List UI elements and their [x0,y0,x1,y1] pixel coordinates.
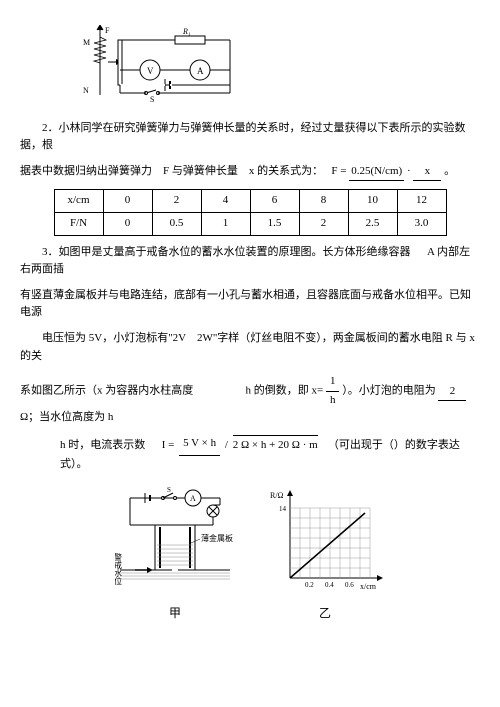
cell-Flabel: F/N [54,212,103,235]
q2-text-line2: 据表中数据归纳出弹簧弹力 F 与弹簧伸长量 x 的关系式为： F = 0.25(… [20,163,480,182]
diagram-jia: S A [115,483,235,623]
caption-yi: 乙 [265,604,385,623]
xtick: 0.4 [325,581,334,589]
q2-data-table: x/cm 0 2 4 6 8 10 12 F/N 0 0.5 1 1.5 2 2… [54,189,447,235]
q2-text-e: F = [331,165,346,177]
cell: 1.5 [250,212,299,235]
diagram-yi: R/Ω 14 x/cm 0.2 0.4 0.6 乙 [265,483,385,623]
y-axis-label: R/Ω [270,491,284,500]
label-R1: R₁ [182,27,191,36]
cell: 1 [201,212,250,235]
frac2-num: 5 V × h [179,435,220,453]
cell: 3.0 [397,212,446,235]
q2-text-d: x 的关系式为： [249,165,323,177]
cell: 2 [299,212,348,235]
q2-dot2: 。 [444,165,455,177]
cell-xlabel: x/cm [54,190,103,213]
frac-num: 1 [326,373,340,392]
label-A: A [197,66,204,76]
label-N: N [83,86,89,95]
cell: 2 [152,190,201,213]
plate-label: 薄金属板 [201,533,233,543]
q3-blank2: 2 [438,383,466,402]
frac2-den: 2 Ω × h + 20 Ω · m [233,435,318,455]
x-axis-label: x/cm [360,582,377,591]
cell: 2.5 [348,212,397,235]
label-F: F [105,26,110,35]
y-max: 14 [279,505,287,513]
label-M: M [83,38,90,47]
q3-line3: 电压恒为 5V，小灯泡标有"2V 2W"字样（灯丝电阻不变），两金属板间的蓄水电… [20,330,480,365]
xtick: 0.2 [305,581,314,589]
cell: 8 [299,190,348,213]
warn-level-label: 警戒水位 [115,552,123,585]
q2-text-c: F 与弹簧伸长量 [163,165,238,177]
q2-blank1: 0.25(N/cm) [349,163,404,182]
table-row: x/cm 0 2 4 6 8 10 12 [54,190,446,213]
caption-jia: 甲 [115,604,235,623]
q2-dot: · [407,165,411,177]
q3-line1: 3．如图甲是丈量高于戒备水位的蓄水水位装置的原理图。长方体形绝缘容器 A 内部左… [20,244,480,279]
label-A2: A [190,494,196,503]
q3-line3a: 电压恒为 5V，小灯泡标有"2V [42,332,186,344]
fraction-1-over-h: 1 h [326,373,340,409]
label-S: S [150,95,154,104]
cell: 10 [348,190,397,213]
q2-text-b: 据表中数据归纳出弹簧弹力 [20,165,152,177]
q3-line4-end: Ω；当水位高度为 h [20,411,113,423]
cell: 0.5 [152,212,201,235]
cell: 0 [103,212,152,235]
q3-line4-after: ）。小灯泡的电阻为 [342,385,436,397]
q3-line5: h 时，电流表示数 I = 5 V × h / 2 Ω × h + 20 Ω ·… [20,435,480,473]
label-S2: S [167,486,171,494]
xtick: 0.6 [345,581,354,589]
q2-var-x: x [413,163,441,182]
cell: 6 [250,190,299,213]
q3-line1-a: 3．如图甲是丈量高于戒备水位的蓄水水位装置的原理图。长方体形绝缘容器 [42,246,411,258]
q3-line5b: I = [162,439,175,451]
q3-line5a: h 时，电流表示数 [60,439,145,451]
frac-den: h [326,392,340,410]
label-V: V [147,66,154,76]
q3-line2: 有竖直薄金属板并与电路连结，底部有一小孔与蓄水相通，且容器底面与戒备水位相平。已… [20,287,480,322]
cell: 0 [103,190,152,213]
table-row: F/N 0 0.5 1 1.5 2 2.5 3.0 [54,212,446,235]
fraction-current: 5 V × h [179,435,220,456]
q3-line4-left: 系如图乙所示（x 为容器内水柱高度 [20,385,193,397]
q3-line4-mid: h 的倒数，即 x= [246,385,324,397]
cell: 12 [397,190,446,213]
q2-circuit-diagram: M N F R₁ A V [80,25,480,112]
q3-line4: 系如图乙所示（x 为容器内水柱高度 h 的倒数，即 x= 1 h ）。小灯泡的电… [20,373,480,427]
cell: 4 [201,190,250,213]
q2-text-line1: 2．小林同学在研究弹簧弹力与弹簧伸长量的关系时，经过丈量获得以下表所示的实验数据… [20,120,480,155]
q3-diagrams: S A [20,483,480,623]
